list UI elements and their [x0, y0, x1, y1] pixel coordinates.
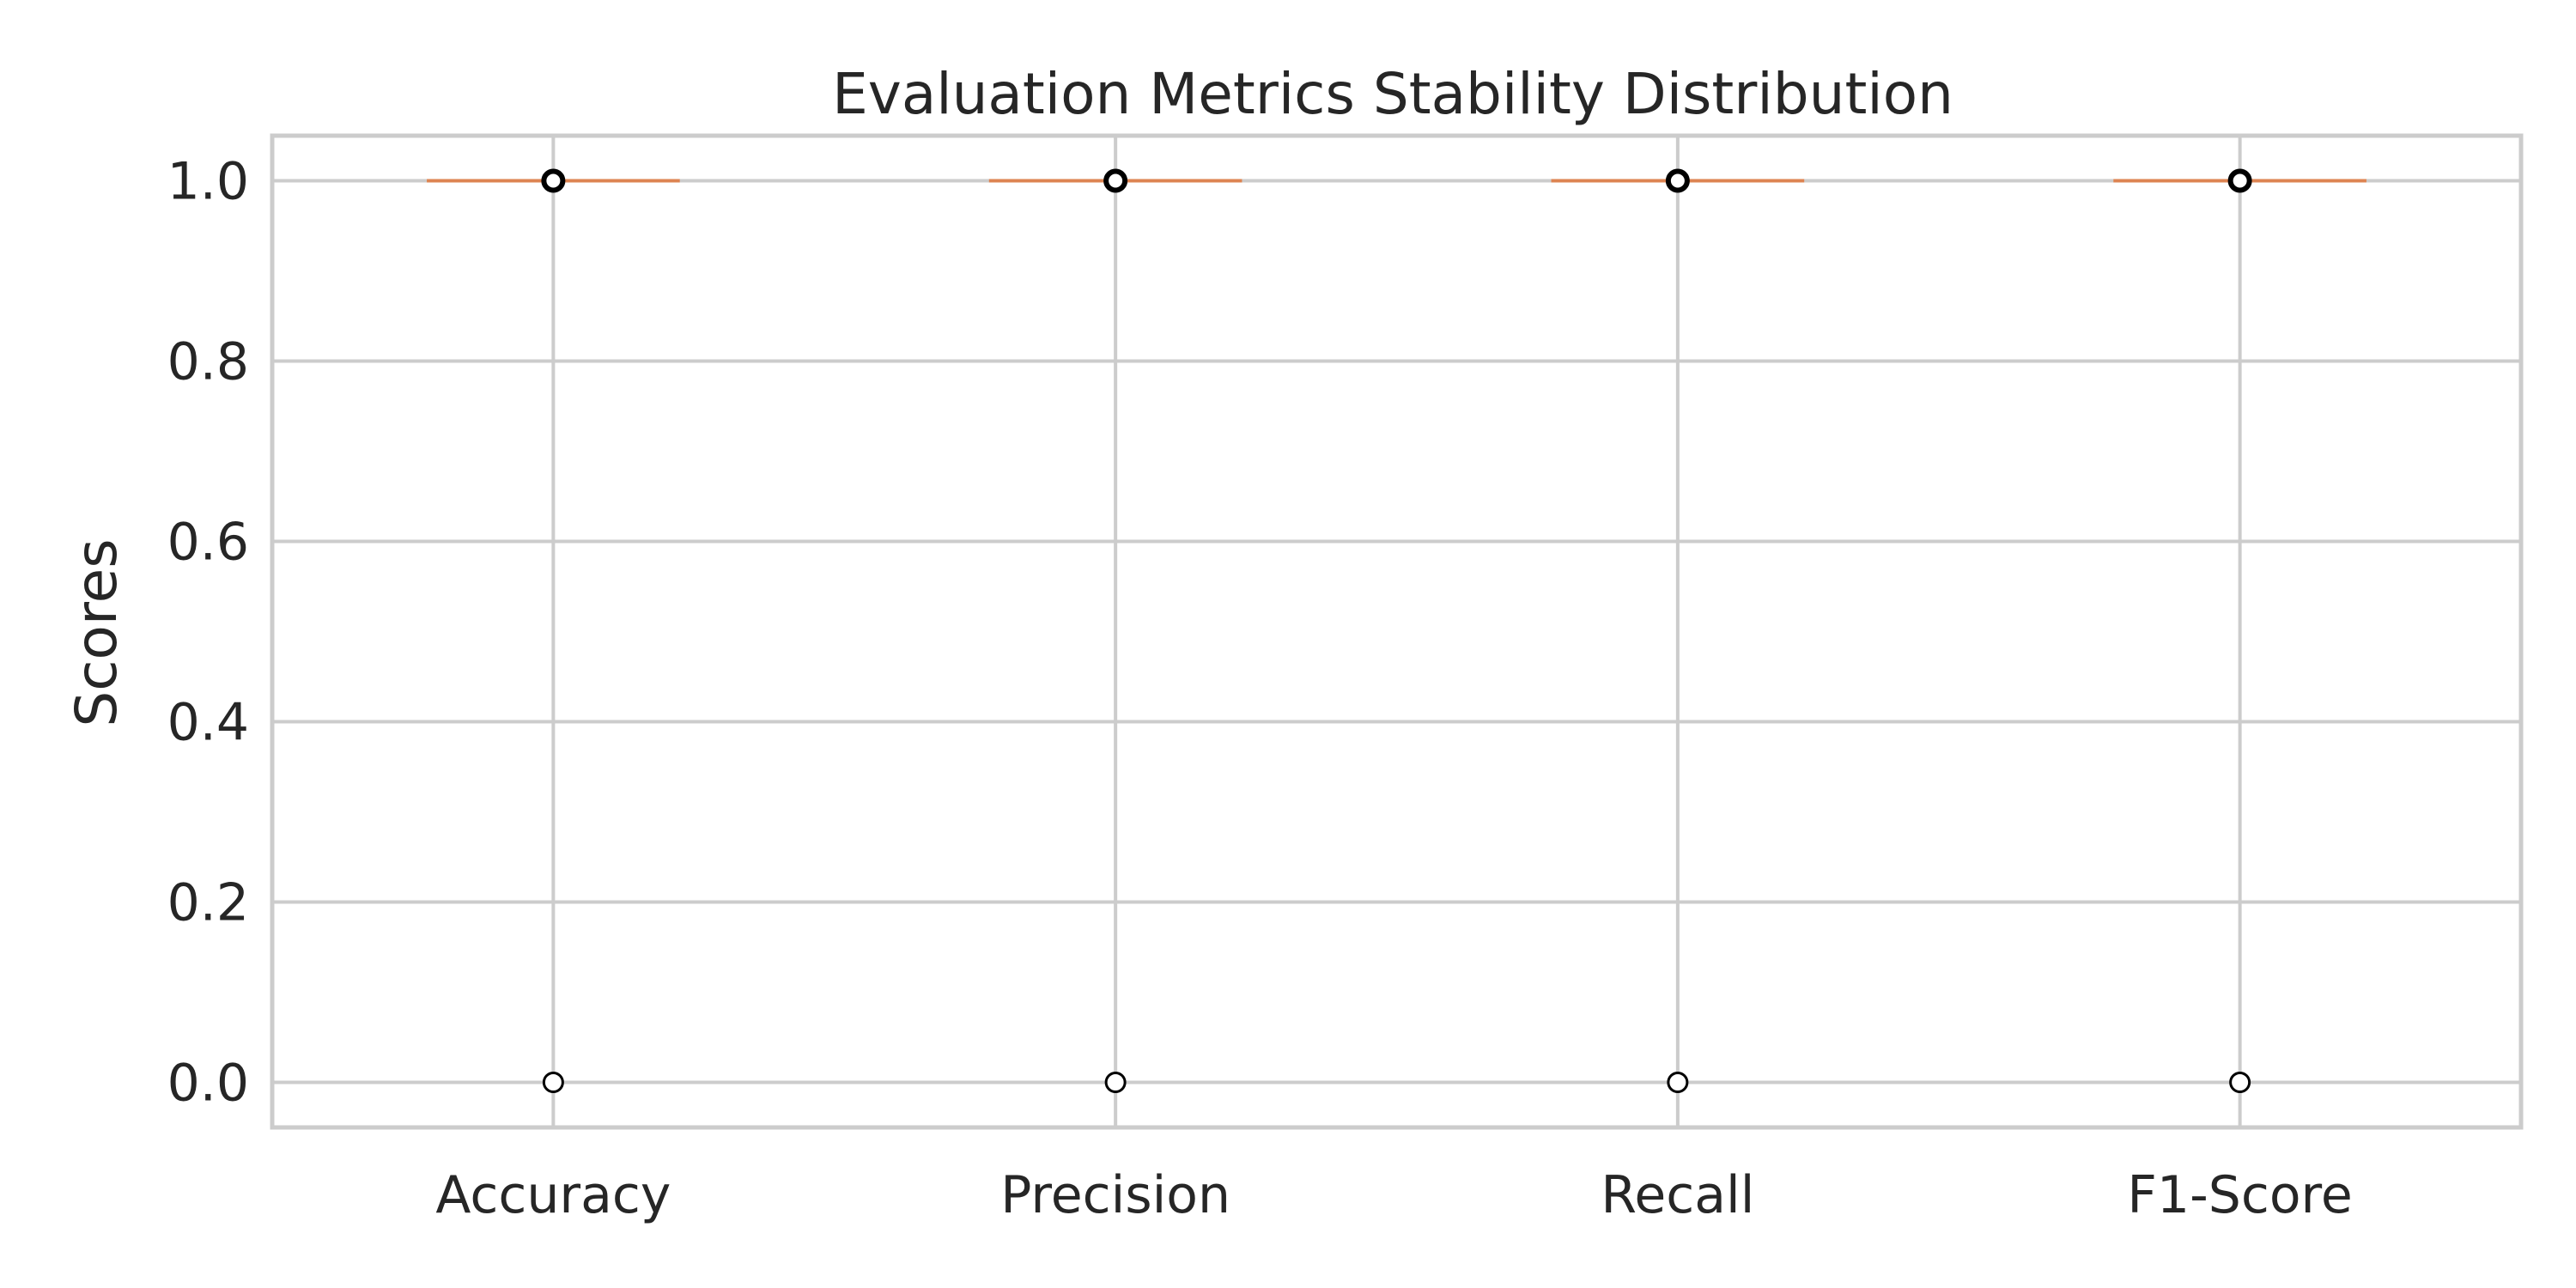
y-tick-label: 1.0	[167, 152, 249, 212]
y-tick-label: 0.8	[167, 332, 249, 392]
x-tick-label: F1-Score	[2127, 1165, 2352, 1225]
boxes	[427, 168, 2366, 1093]
y-tick-label: 0.4	[167, 693, 249, 753]
box-f1-score	[2113, 168, 2366, 1093]
y-tick-label: 0.2	[167, 873, 249, 933]
y-tick-label: 0.6	[167, 513, 249, 573]
plot-area-frame	[270, 133, 2524, 1130]
outlier-point	[1665, 168, 1690, 193]
grid	[272, 136, 2521, 1127]
x-tick-label: Recall	[1601, 1165, 1754, 1225]
outlier-point	[1667, 1072, 1689, 1093]
chart-title: Evaluation Metrics Stability Distributio…	[832, 61, 1953, 127]
y-tick-label: 0.0	[167, 1054, 249, 1114]
box-accuracy	[427, 168, 680, 1093]
outlier-point	[1103, 168, 1128, 193]
y-axis-ticks: 0.0 0.2 0.4 0.6 0.8 1.0	[167, 152, 249, 1114]
x-tick-label: Precision	[1000, 1165, 1230, 1225]
outlier-point	[541, 168, 566, 193]
x-tick-label: Accuracy	[435, 1165, 671, 1225]
outlier-point	[542, 1072, 564, 1093]
y-axis-label: Scores	[64, 538, 130, 726]
box-recall	[1551, 168, 1805, 1093]
outlier-point	[2227, 168, 2252, 193]
outlier-point	[2229, 1072, 2251, 1093]
x-axis-ticks: Accuracy Precision Recall F1-Score	[435, 1165, 2352, 1225]
box-precision	[988, 168, 1242, 1093]
outlier-point	[1104, 1072, 1127, 1093]
